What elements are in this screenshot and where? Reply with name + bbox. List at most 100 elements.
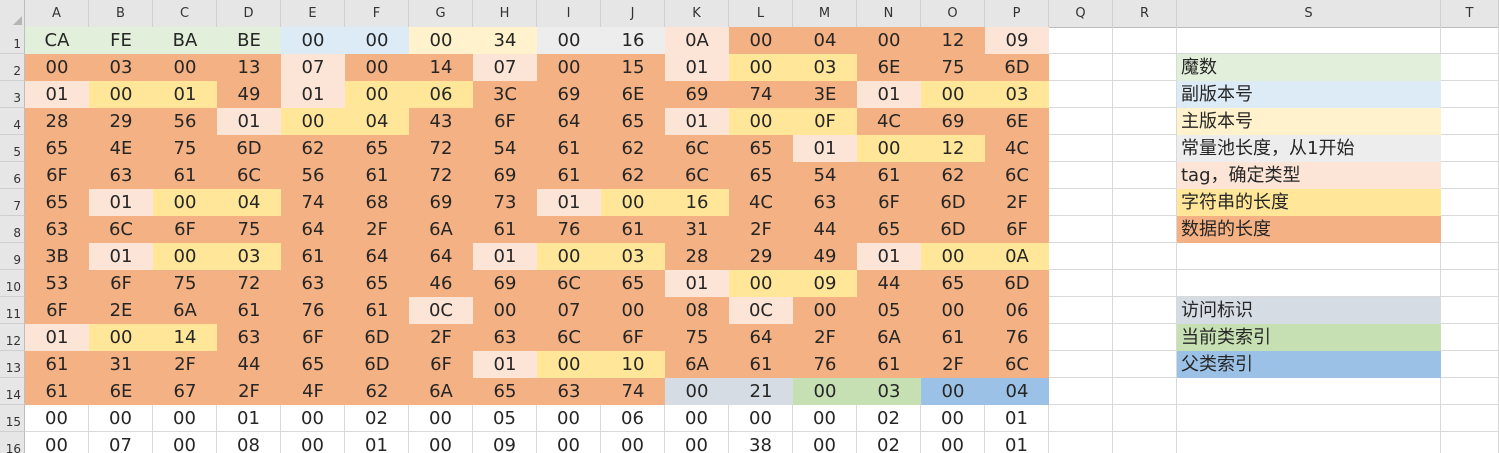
cell-n9[interactable]: 01: [857, 243, 921, 270]
cell-i15[interactable]: 00: [537, 405, 601, 432]
cell-a4[interactable]: 28: [25, 108, 89, 135]
cell-d10[interactable]: 72: [217, 270, 281, 297]
cell-j11[interactable]: 00: [601, 297, 665, 324]
cell-o15[interactable]: 00: [921, 405, 985, 432]
cell-b13[interactable]: 31: [89, 351, 153, 378]
cell-q16[interactable]: [1049, 432, 1113, 453]
cell-d9[interactable]: 03: [217, 243, 281, 270]
cell-h15[interactable]: 05: [473, 405, 537, 432]
cell-c8[interactable]: 6F: [153, 216, 217, 243]
cell-o3[interactable]: 00: [921, 81, 985, 108]
cell-f8[interactable]: 2F: [345, 216, 409, 243]
cell-s14[interactable]: [1177, 378, 1441, 405]
cell-l8[interactable]: 2F: [729, 216, 793, 243]
cell-o12[interactable]: 61: [921, 324, 985, 351]
cell-n12[interactable]: 6A: [857, 324, 921, 351]
cell-n6[interactable]: 61: [857, 162, 921, 189]
column-header-o[interactable]: O: [921, 0, 985, 27]
cell-q14[interactable]: [1049, 378, 1113, 405]
cell-r11[interactable]: [1113, 297, 1177, 324]
cell-l9[interactable]: 29: [729, 243, 793, 270]
legend-item[interactable]: 副版本号: [1177, 81, 1441, 108]
cell-l14[interactable]: 21: [729, 378, 793, 405]
cell-b16[interactable]: 07: [89, 432, 153, 453]
cell-g2[interactable]: 14: [409, 54, 473, 81]
cell-j2[interactable]: 15: [601, 54, 665, 81]
cell-k8[interactable]: 31: [665, 216, 729, 243]
cell-f16[interactable]: 01: [345, 432, 409, 453]
cell-e7[interactable]: 74: [281, 189, 345, 216]
cell-s15[interactable]: [1177, 405, 1441, 432]
cell-n13[interactable]: 61: [857, 351, 921, 378]
cell-b5[interactable]: 4E: [89, 135, 153, 162]
cell-e4[interactable]: 00: [281, 108, 345, 135]
cell-r8[interactable]: [1113, 216, 1177, 243]
cell-t9[interactable]: [1441, 243, 1499, 270]
cell-j15[interactable]: 06: [601, 405, 665, 432]
cell-o6[interactable]: 62: [921, 162, 985, 189]
row-header-14[interactable]: 14: [0, 378, 25, 405]
cell-c1[interactable]: BA: [153, 27, 217, 54]
cell-a9[interactable]: 3B: [25, 243, 89, 270]
cell-t3[interactable]: [1441, 81, 1499, 108]
cell-p9[interactable]: 0A: [985, 243, 1049, 270]
cell-j5[interactable]: 62: [601, 135, 665, 162]
cell-t6[interactable]: [1441, 162, 1499, 189]
cell-g9[interactable]: 64: [409, 243, 473, 270]
column-header-l[interactable]: L: [729, 0, 793, 27]
cell-n3[interactable]: 01: [857, 81, 921, 108]
cell-r15[interactable]: [1113, 405, 1177, 432]
cell-r5[interactable]: [1113, 135, 1177, 162]
cell-f14[interactable]: 62: [345, 378, 409, 405]
cell-o13[interactable]: 2F: [921, 351, 985, 378]
column-header-a[interactable]: A: [25, 0, 89, 27]
cell-l12[interactable]: 64: [729, 324, 793, 351]
cell-g3[interactable]: 06: [409, 81, 473, 108]
cell-j3[interactable]: 6E: [601, 81, 665, 108]
cell-q5[interactable]: [1049, 135, 1113, 162]
cell-i10[interactable]: 6C: [537, 270, 601, 297]
cell-m16[interactable]: 00: [793, 432, 857, 453]
cell-t13[interactable]: [1441, 351, 1499, 378]
cell-o7[interactable]: 6D: [921, 189, 985, 216]
cell-o9[interactable]: 00: [921, 243, 985, 270]
cell-a3[interactable]: 01: [25, 81, 89, 108]
legend-item[interactable]: 数据的长度: [1177, 216, 1441, 243]
cell-l15[interactable]: 00: [729, 405, 793, 432]
cell-k12[interactable]: 75: [665, 324, 729, 351]
cell-h6[interactable]: 69: [473, 162, 537, 189]
cell-n8[interactable]: 65: [857, 216, 921, 243]
column-header-m[interactable]: M: [793, 0, 857, 27]
cell-g7[interactable]: 69: [409, 189, 473, 216]
row-header-1[interactable]: 1: [0, 27, 25, 54]
cell-l10[interactable]: 00: [729, 270, 793, 297]
cell-m11[interactable]: 00: [793, 297, 857, 324]
legend-item[interactable]: 访问标识: [1177, 297, 1441, 324]
cell-k3[interactable]: 69: [665, 81, 729, 108]
cell-j16[interactable]: 00: [601, 432, 665, 453]
cell-o14[interactable]: 00: [921, 378, 985, 405]
row-header-5[interactable]: 5: [0, 135, 25, 162]
cell-i3[interactable]: 69: [537, 81, 601, 108]
cell-h4[interactable]: 6F: [473, 108, 537, 135]
cell-j14[interactable]: 74: [601, 378, 665, 405]
cell-d16[interactable]: 08: [217, 432, 281, 453]
cell-p5[interactable]: 4C: [985, 135, 1049, 162]
cell-e14[interactable]: 4F: [281, 378, 345, 405]
cell-j12[interactable]: 6F: [601, 324, 665, 351]
cell-j8[interactable]: 61: [601, 216, 665, 243]
column-header-g[interactable]: G: [409, 0, 473, 27]
cell-f7[interactable]: 68: [345, 189, 409, 216]
cell-c4[interactable]: 56: [153, 108, 217, 135]
cell-n10[interactable]: 44: [857, 270, 921, 297]
cell-g11[interactable]: 0C: [409, 297, 473, 324]
cell-o16[interactable]: 00: [921, 432, 985, 453]
cell-f4[interactable]: 04: [345, 108, 409, 135]
cell-t12[interactable]: [1441, 324, 1499, 351]
cell-m5[interactable]: 01: [793, 135, 857, 162]
cell-l6[interactable]: 65: [729, 162, 793, 189]
cell-f6[interactable]: 61: [345, 162, 409, 189]
cell-r2[interactable]: [1113, 54, 1177, 81]
cell-o5[interactable]: 12: [921, 135, 985, 162]
cell-n15[interactable]: 02: [857, 405, 921, 432]
